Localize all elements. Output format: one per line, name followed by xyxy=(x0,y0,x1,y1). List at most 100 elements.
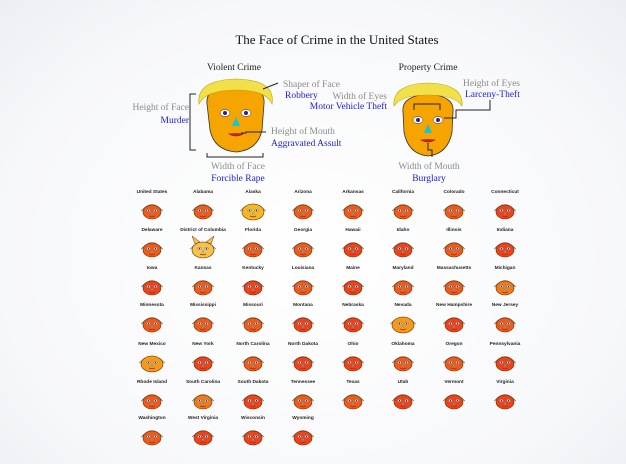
state-label-wisconsin: Wisconsin xyxy=(241,415,265,421)
state-pupil-left-arizona xyxy=(298,209,301,212)
state-face-vermont: Vermont xyxy=(442,379,466,410)
state-mouth-south-carolina xyxy=(199,405,207,408)
state-face-nevada: Nevada xyxy=(389,302,417,334)
state-mouth-california xyxy=(399,215,407,218)
state-pupil-left-alaska xyxy=(248,209,251,212)
state-mouth-vermont xyxy=(450,405,458,408)
state-mouth-texas xyxy=(349,405,357,408)
state-face-alaska: Alaska xyxy=(239,189,267,221)
state-mouth-georgia xyxy=(299,253,307,256)
state-label-indiana: Indiana xyxy=(497,227,514,233)
state-pupil-right-washington xyxy=(154,435,157,438)
state-pupil-right-united-states xyxy=(154,209,157,212)
legend-violent-hair xyxy=(198,78,273,106)
state-mouth-idaho xyxy=(399,253,407,256)
state-nose-alaska xyxy=(251,212,255,215)
state-pupil-left-wyoming xyxy=(298,435,301,438)
state-face-utah: Utah xyxy=(391,379,415,410)
state-pupil-left-iowa xyxy=(147,285,150,288)
state-pupil-left-pennsylvania xyxy=(500,361,503,364)
state-face-tennessee: Tennessee xyxy=(291,379,316,410)
legend-feature-height-of-eyes: Height of Eyes xyxy=(463,78,520,89)
state-label-west-virginia: West Virginia xyxy=(188,415,219,421)
state-pupil-right-rhode-island xyxy=(154,399,157,402)
state-face-missouri: Missouri xyxy=(241,302,265,333)
state-pupil-right-florida xyxy=(255,247,258,250)
state-pupil-left-massachusetts xyxy=(449,285,452,288)
state-face-arizona: Arizona xyxy=(291,189,315,220)
state-face-south-dakota: South Dakota xyxy=(238,379,269,410)
state-face-united-states: United States xyxy=(137,189,168,220)
state-pupil-right-indiana xyxy=(507,247,510,250)
state-mouth-illinois xyxy=(450,253,458,256)
state-label-georgia: Georgia xyxy=(294,227,312,233)
state-pupil-left-north-dakota xyxy=(298,361,301,364)
state-label-california: California xyxy=(392,189,414,195)
state-label-arkansas: Arkansas xyxy=(342,189,364,195)
state-pupil-left-tennessee xyxy=(298,399,301,402)
state-label-nebraska: Nebraska xyxy=(342,302,364,308)
state-nose-michigan xyxy=(503,288,507,291)
state-pupil-left-maine xyxy=(348,285,351,288)
state-label-tennessee: Tennessee xyxy=(291,379,316,385)
state-pupil-left-nevada xyxy=(398,322,401,325)
legend-property-hair xyxy=(393,82,463,107)
state-face-nebraska: Nebraska xyxy=(341,302,365,333)
state-pupil-left-delaware xyxy=(147,247,150,250)
state-pupil-left-florida xyxy=(248,247,251,250)
legend-face-violent xyxy=(198,78,273,153)
state-label-north-dakota: North Dakota xyxy=(288,341,318,347)
state-face-new-mexico: New Mexico xyxy=(138,341,166,373)
state-nose-rhode-island xyxy=(150,402,154,405)
state-mouth-hawaii xyxy=(349,253,357,256)
state-pupil-left-new-jersey xyxy=(500,322,503,325)
state-label-utah: Utah xyxy=(398,379,409,385)
legend-violent-nose xyxy=(232,117,240,126)
state-mouth-minnesota xyxy=(148,328,156,331)
state-pupil-left-colorado xyxy=(449,209,452,212)
state-pupil-right-wyoming xyxy=(305,435,308,438)
state-face-new-hampshire: New Hampshire xyxy=(436,302,472,333)
state-mouth-new-hampshire xyxy=(450,328,458,331)
state-pupil-right-new-hampshire xyxy=(456,322,459,325)
legend-variable-larceny-theft: Larceny-Theft xyxy=(465,89,520,100)
state-nose-west-virginia xyxy=(201,438,205,441)
state-pupil-left-wisconsin xyxy=(248,435,251,438)
state-label-connecticut: Connecticut xyxy=(491,189,519,195)
state-nose-idaho xyxy=(401,250,405,253)
state-face-district-of-columbia: District of Columbia xyxy=(180,227,226,259)
state-face-idaho: Idaho xyxy=(391,227,415,258)
state-mouth-oklahoma xyxy=(399,367,407,370)
state-face-south-carolina: South Carolina xyxy=(186,379,220,410)
state-nose-virginia xyxy=(503,402,507,405)
state-mouth-pennsylvania xyxy=(501,367,509,370)
state-label-south-dakota: South Dakota xyxy=(238,379,269,385)
state-label-new-hampshire: New Hampshire xyxy=(436,302,472,308)
state-nose-mississippi xyxy=(201,325,205,328)
state-pupil-right-arkansas xyxy=(355,209,358,212)
state-pupil-left-georgia xyxy=(298,247,301,250)
state-pupil-right-montana xyxy=(305,322,308,325)
state-pupil-right-colorado xyxy=(456,209,459,212)
state-mouth-oregon xyxy=(450,367,458,370)
state-pupil-right-kansas xyxy=(205,285,208,288)
state-mouth-maryland xyxy=(399,291,407,294)
state-pupil-right-oklahoma xyxy=(405,361,408,364)
state-label-massachusetts: Massachusetts xyxy=(437,265,472,271)
state-pupil-left-texas xyxy=(348,399,351,402)
state-pupil-left-washington xyxy=(147,435,150,438)
state-nose-kansas xyxy=(201,288,205,291)
legend-variable-motor-vehicle-theft: Motor Vehicle Theft xyxy=(310,101,388,112)
state-nose-wyoming xyxy=(301,438,305,441)
state-pupil-right-georgia xyxy=(305,247,308,250)
state-pupil-right-mississippi xyxy=(205,322,208,325)
state-nose-nebraska xyxy=(351,325,355,328)
state-nose-oklahoma xyxy=(401,364,405,367)
state-pupil-right-kentucky xyxy=(255,285,258,288)
state-nose-colorado xyxy=(452,212,456,215)
chart-title: The Face of Crime in the United States xyxy=(235,32,438,47)
state-mouth-arizona xyxy=(299,215,307,218)
state-face-arkansas: Arkansas xyxy=(341,189,365,220)
state-mouth-arkansas xyxy=(349,215,357,218)
state-nose-maryland xyxy=(401,288,405,291)
